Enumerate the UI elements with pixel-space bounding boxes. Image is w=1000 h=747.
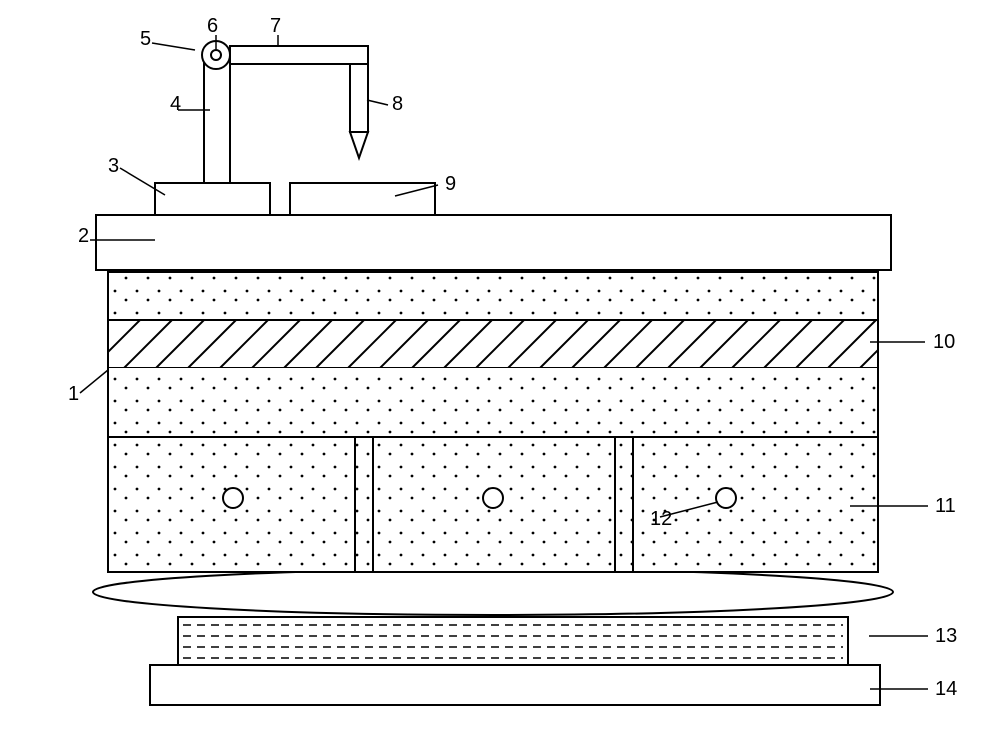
label-4: 4 [170, 93, 181, 115]
label-8: 8 [392, 93, 403, 115]
label-9: 9 [445, 173, 456, 195]
label-6: 6 [207, 15, 218, 37]
label-11: 11 [935, 495, 956, 517]
label-13: 13 [935, 625, 957, 647]
label-7: 7 [270, 15, 281, 37]
label-14: 14 [935, 678, 957, 700]
label-1: 1 [68, 383, 79, 405]
label-2: 2 [78, 225, 89, 247]
label-12: 12 [650, 508, 672, 530]
label-3: 3 [108, 155, 119, 177]
label-5: 5 [140, 28, 151, 50]
label-10: 10 [933, 331, 955, 353]
